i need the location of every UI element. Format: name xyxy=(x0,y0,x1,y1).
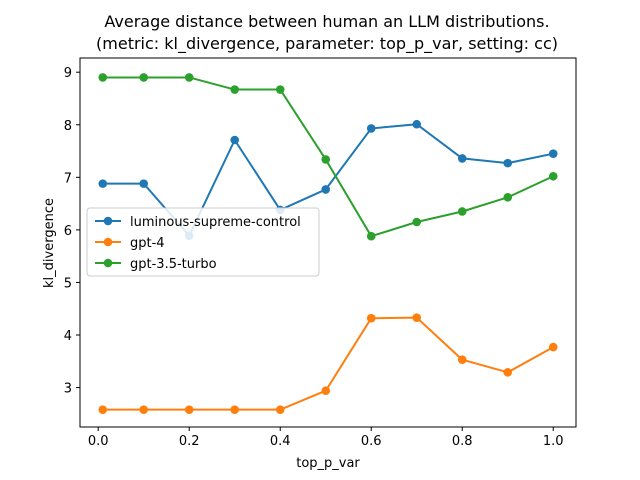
data-point xyxy=(275,85,285,94)
y-axis-ticks: 3 4 5 6 7 8 9 xyxy=(64,66,80,397)
legend-marker xyxy=(103,237,113,247)
data-point xyxy=(412,119,422,129)
data-point xyxy=(503,158,513,168)
data-point xyxy=(503,192,513,202)
data-point xyxy=(548,149,558,158)
plot-frame xyxy=(79,57,577,428)
data-point xyxy=(230,85,240,94)
data-point xyxy=(275,405,285,414)
x-axis-ticks: 0.0 0.2 0.4 0.6 0.8 1.0 xyxy=(88,427,564,449)
data-point xyxy=(412,217,422,227)
data-point xyxy=(321,185,331,194)
data-point xyxy=(548,171,558,181)
series-gpt-3.5-turbo xyxy=(98,73,558,241)
data-point xyxy=(139,73,149,82)
legend-label: luminous-supreme-control xyxy=(130,215,301,230)
data-point xyxy=(503,368,513,377)
y-tick-label: 6 xyxy=(64,224,72,239)
data-point xyxy=(548,342,558,352)
chart-title-line-1: Average distance between human an LLM di… xyxy=(104,12,549,31)
legend-label: gpt-3.5-turbo xyxy=(130,257,217,272)
data-point xyxy=(321,386,331,396)
data-point xyxy=(366,313,376,323)
data-point xyxy=(184,405,194,414)
legend-item: gpt-3.5-turbo xyxy=(95,257,217,272)
x-tick-label: 0.8 xyxy=(452,434,473,449)
y-tick-label: 7 xyxy=(64,171,72,186)
data-point xyxy=(457,207,467,216)
x-tick-label: 0.6 xyxy=(361,434,382,449)
data-point xyxy=(366,124,376,133)
data-point xyxy=(412,313,422,322)
x-axis-label: top_p_var xyxy=(296,456,360,471)
data-point xyxy=(457,154,467,163)
data-point xyxy=(321,155,331,164)
data-point xyxy=(230,135,240,145)
data-point xyxy=(139,405,149,414)
legend-marker xyxy=(103,216,113,226)
legend-box xyxy=(86,207,320,277)
data-point xyxy=(139,179,149,188)
legend-item: luminous-supreme-control xyxy=(95,215,301,230)
x-tick-label: 0.4 xyxy=(270,434,291,449)
data-point xyxy=(230,405,240,414)
data-point xyxy=(98,405,108,414)
legend-item: gpt-4 xyxy=(95,236,165,251)
y-axis-label: kl_divergence xyxy=(42,198,57,288)
data-point xyxy=(98,179,108,188)
y-tick-label: 8 xyxy=(64,119,72,134)
legend-label: gpt-4 xyxy=(130,236,165,251)
data-point xyxy=(366,231,376,241)
data-point xyxy=(457,355,467,365)
legend: luminous-supreme-control gpt-4 gpt-3.5-tur… xyxy=(86,207,320,277)
y-tick-label: 4 xyxy=(64,329,72,344)
data-point xyxy=(184,73,194,82)
x-tick-label: 1.0 xyxy=(543,434,564,449)
x-tick-label: 0.0 xyxy=(88,434,109,449)
series-gpt-4 xyxy=(98,313,558,414)
y-tick-label: 9 xyxy=(64,66,72,81)
data-point xyxy=(98,73,108,82)
y-tick-label: 5 xyxy=(64,276,72,291)
chart-title-line-2: (metric: kl_divergence, parameter: top_p… xyxy=(96,34,558,54)
legend-marker xyxy=(103,258,113,268)
y-tick-label: 3 xyxy=(64,382,72,397)
x-tick-label: 0.2 xyxy=(179,434,200,449)
